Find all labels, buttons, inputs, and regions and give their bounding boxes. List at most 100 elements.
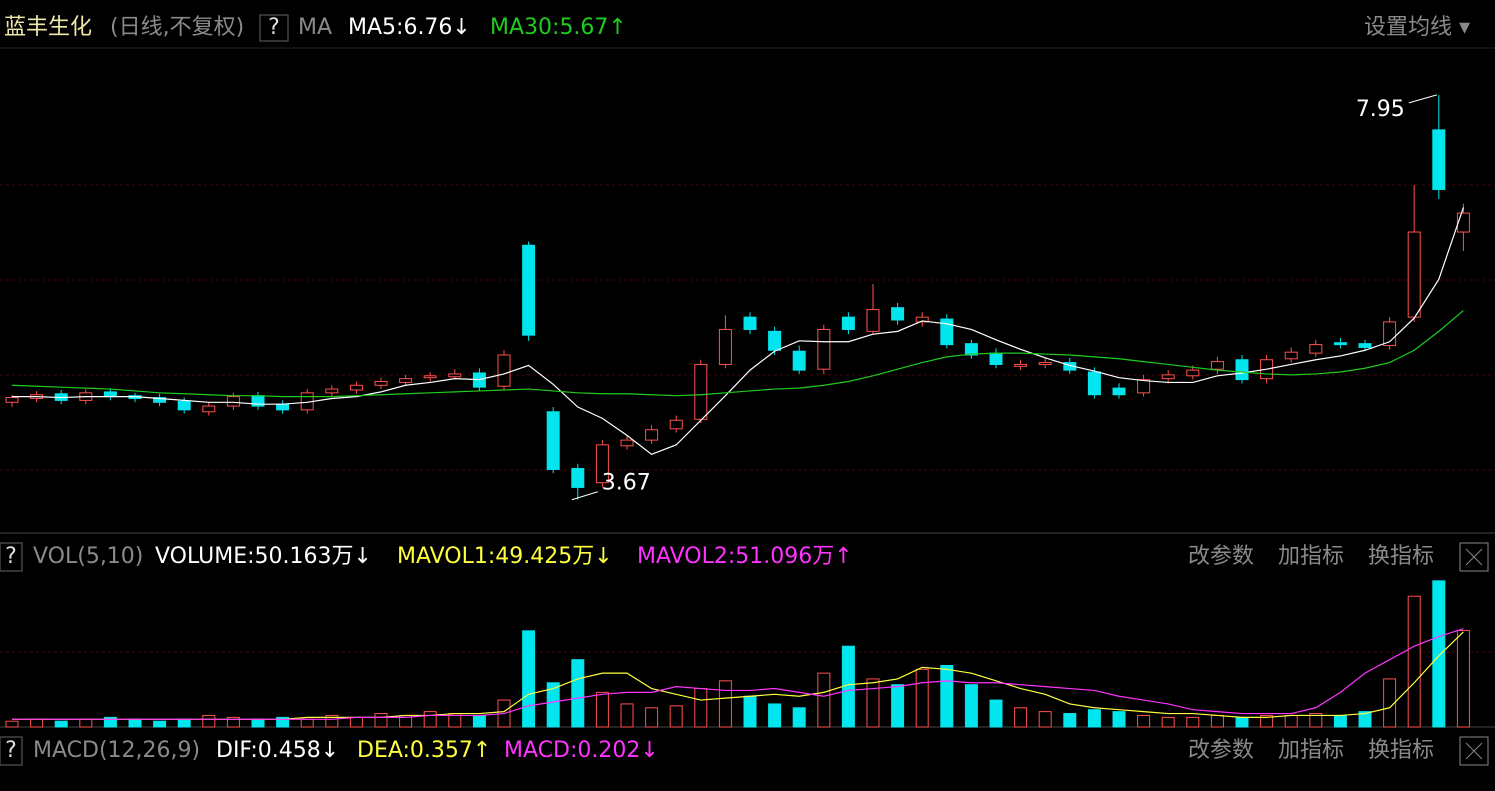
stock-name: 蓝丰生化 [4,15,92,40]
candle-body [1112,387,1126,396]
candle-body [718,328,732,365]
candle-body [153,397,167,403]
candle-body [374,380,388,386]
help[interactable]: ? [5,738,17,763]
volume-bar [472,714,486,728]
macd-dea: DEA:0.357↑ [357,738,491,763]
candle-body [1235,359,1249,381]
help[interactable]: ? [268,15,280,40]
volume-bar [915,668,929,728]
volume-bar [202,714,216,728]
volume-bar [546,682,560,728]
help-box[interactable] [0,542,23,572]
help-box[interactable] [259,14,289,42]
arrow [1408,94,1437,104]
candle-body [1014,363,1028,367]
volume-bar [866,678,880,728]
volume-bar [1260,714,1274,728]
candle-body [1210,361,1224,370]
legend-ma30: MA30:5.67↑ [490,15,627,40]
period: (日线,不复权) [110,15,244,40]
volume-bar [1112,711,1126,728]
volume-bar [768,703,782,728]
candle-body [1407,231,1421,318]
arrow [571,491,598,501]
volume-bar [30,718,44,728]
candle-body [940,318,954,346]
close-button[interactable] [1459,542,1489,572]
candle-body [325,388,339,394]
help-box[interactable] [0,736,23,766]
volume-bar [1358,711,1372,728]
candle-body [276,403,290,411]
legend-mavol2: MAVOL2:51.096万↑ [637,544,853,569]
candle-body [669,419,683,430]
volume-bar [645,707,659,728]
volume-bar [522,630,536,728]
volume-bar [423,711,437,728]
candle-body [349,384,363,391]
indicator: MA [298,15,332,40]
volume-bar [1014,707,1028,728]
high-label: 7.95 [1356,97,1405,122]
help[interactable]: ? [5,544,17,569]
volume-bar [817,672,831,728]
volume-bar [743,695,757,728]
candle-body [571,468,585,488]
add-button[interactable]: 加指标 [1278,544,1344,569]
candle-body [989,352,1003,365]
volume-bar [5,720,19,728]
macd-value: MACD:0.202↓ [504,738,659,763]
candle-body [1432,129,1446,190]
candle-body [103,391,117,398]
macd-title: MACD(12,26,9) [33,738,200,763]
candle-body [891,307,905,321]
volume-bar [1161,716,1175,728]
volume-bar [374,713,388,728]
volume-bar [1407,595,1421,728]
volume-bar [153,720,167,728]
volume-bar [1137,714,1151,728]
volume-bar [1038,711,1052,728]
volume-bar [300,718,314,728]
candle-body [645,429,659,441]
candle-body [841,316,855,330]
macd-dif: DIF:0.458↓ [216,738,339,763]
settings[interactable]: 设置均线 ▾ [1364,15,1470,40]
volume-bar [1235,716,1249,728]
candle-body [202,405,216,413]
candle-body [1284,351,1298,360]
candle-body [177,400,191,411]
params-button[interactable]: 改参数 [1188,738,1254,763]
volume-bar [1063,713,1077,728]
volume-bar [964,684,978,728]
volume-bar [1333,714,1347,728]
volume-bar [128,718,142,728]
swap-button[interactable]: 换指标 [1368,738,1434,763]
candle-body [964,343,978,356]
add-button[interactable]: 加指标 [1278,738,1344,763]
volume-bar [620,703,634,728]
candle-body [1309,344,1323,354]
vol-title: VOL(5,10) [33,544,143,569]
legend-mavol1: MAVOL1:49.425万↓ [397,544,613,569]
volume-bar [1456,630,1470,728]
params-button[interactable]: 改参数 [1188,544,1254,569]
swap-button[interactable]: 换指标 [1368,544,1434,569]
volume-bar [349,716,363,728]
candle-body [1456,212,1470,233]
volume-bar [325,714,339,728]
candle-body [1137,379,1151,394]
candle-body [423,375,437,379]
volume-bar [54,720,68,728]
volume-bar [103,716,117,728]
candle-body [768,330,782,351]
ma-line [11,310,1464,398]
legend-volume: VOLUME:50.163万↓ [155,544,372,569]
volume-bar [276,716,290,728]
volume-bar [940,664,954,728]
close-button[interactable] [1459,736,1489,766]
candle-body [1358,343,1372,348]
